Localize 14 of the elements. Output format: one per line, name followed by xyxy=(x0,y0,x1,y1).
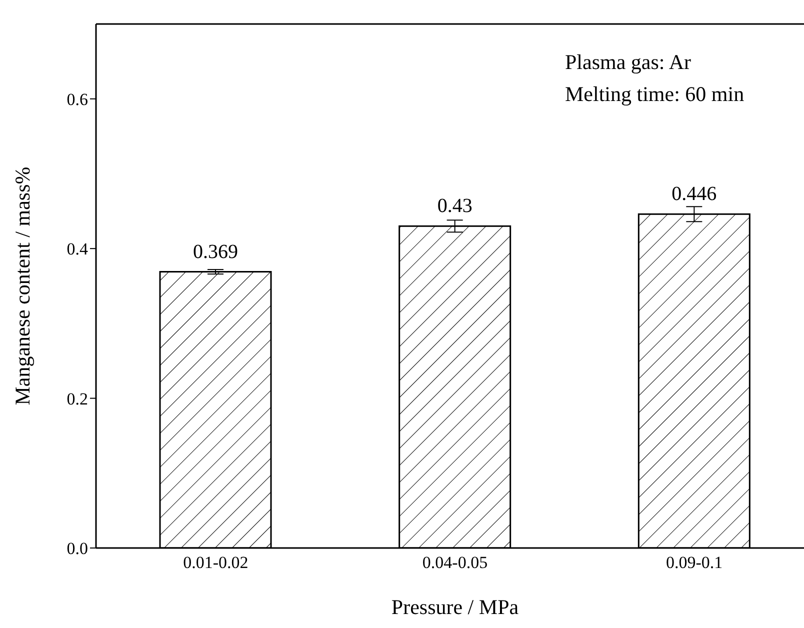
y-tick-label: 0.6 xyxy=(66,90,88,109)
y-tick-label: 0.4 xyxy=(66,240,88,259)
y-tick-label: 0.2 xyxy=(66,389,88,408)
x-tick-label: 0.04-0.05 xyxy=(422,553,488,572)
x-tick-label: 0.01-0.02 xyxy=(183,553,248,572)
data-label: 0.369 xyxy=(193,240,238,263)
data-label: 0.446 xyxy=(672,183,717,206)
y-tick-label: 0.0 xyxy=(66,539,88,558)
annotation: Plasma gas: Ar xyxy=(565,49,692,76)
x-axis-title: Pressure / MPa xyxy=(391,595,520,619)
data-label: 0.43 xyxy=(437,195,472,218)
x-tick-label: 0.09-0.1 xyxy=(666,553,723,572)
y-axis-title: Manganese content / mass% xyxy=(10,166,34,406)
annotation: Melting time: 60 min xyxy=(565,81,744,108)
